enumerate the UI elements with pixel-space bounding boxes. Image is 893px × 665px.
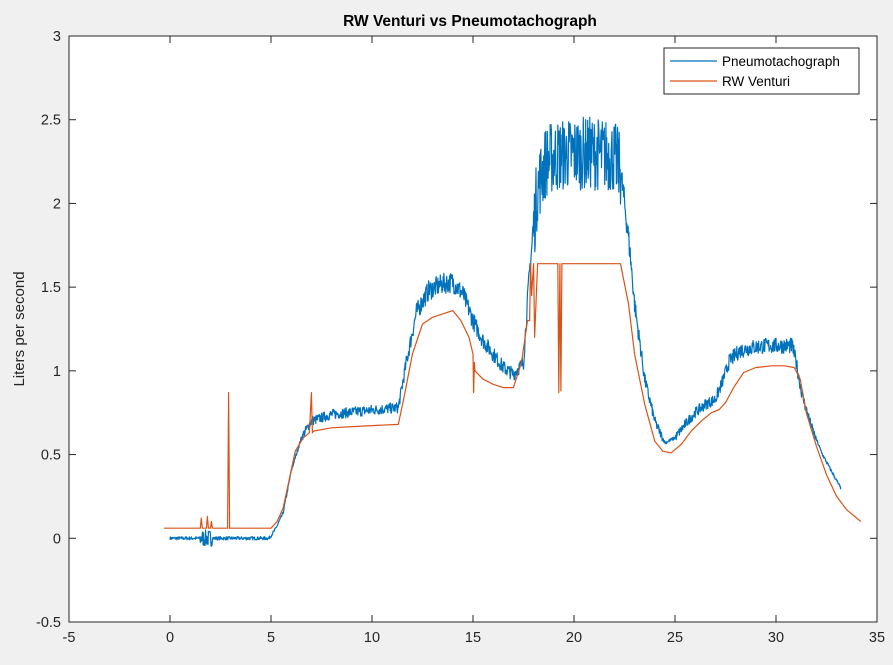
y-tick-label: 2.5 — [41, 113, 61, 129]
x-tick-label: 25 — [667, 630, 683, 646]
x-tick-label: 30 — [768, 630, 784, 646]
y-tick-label: 0.5 — [41, 448, 61, 464]
x-tick-label: 20 — [566, 630, 582, 646]
y-tick-label: 1.5 — [41, 280, 61, 296]
legend[interactable]: Pneumotachograph RW Venturi — [663, 47, 860, 95]
y-tick-label: 2 — [53, 196, 61, 212]
legend-label-rw-venturi: RW Venturi — [722, 74, 790, 89]
chart-title: RW Venturi vs Pneumotachograph — [343, 13, 597, 30]
x-tick-label: -5 — [63, 630, 76, 646]
x-tick-label: 15 — [465, 630, 481, 646]
y-tick-label: -0.5 — [36, 615, 61, 631]
y-tick-label: 0 — [53, 531, 61, 547]
x-tick-label: 0 — [166, 630, 174, 646]
y-tick-label: 1 — [53, 364, 61, 380]
series-line-pneumotachograph — [169, 116, 842, 548]
y-tick-label: 3 — [53, 29, 61, 45]
x-tick-label: 35 — [869, 630, 885, 646]
series-line-rw-venturi — [163, 263, 862, 529]
tick-layer: -5 0 5 10 15 20 25 30 35 -0.5 0 0.5 1 1.5 2 2.5 3 — [36, 29, 885, 646]
x-tick-label: 10 — [364, 630, 380, 646]
y-axis-label: Liters per second — [11, 271, 28, 386]
x-tick-label: 5 — [267, 630, 275, 646]
series-layer — [163, 116, 862, 548]
legend-label-pneumotachograph: Pneumotachograph — [722, 54, 840, 69]
legend-box — [663, 47, 860, 95]
